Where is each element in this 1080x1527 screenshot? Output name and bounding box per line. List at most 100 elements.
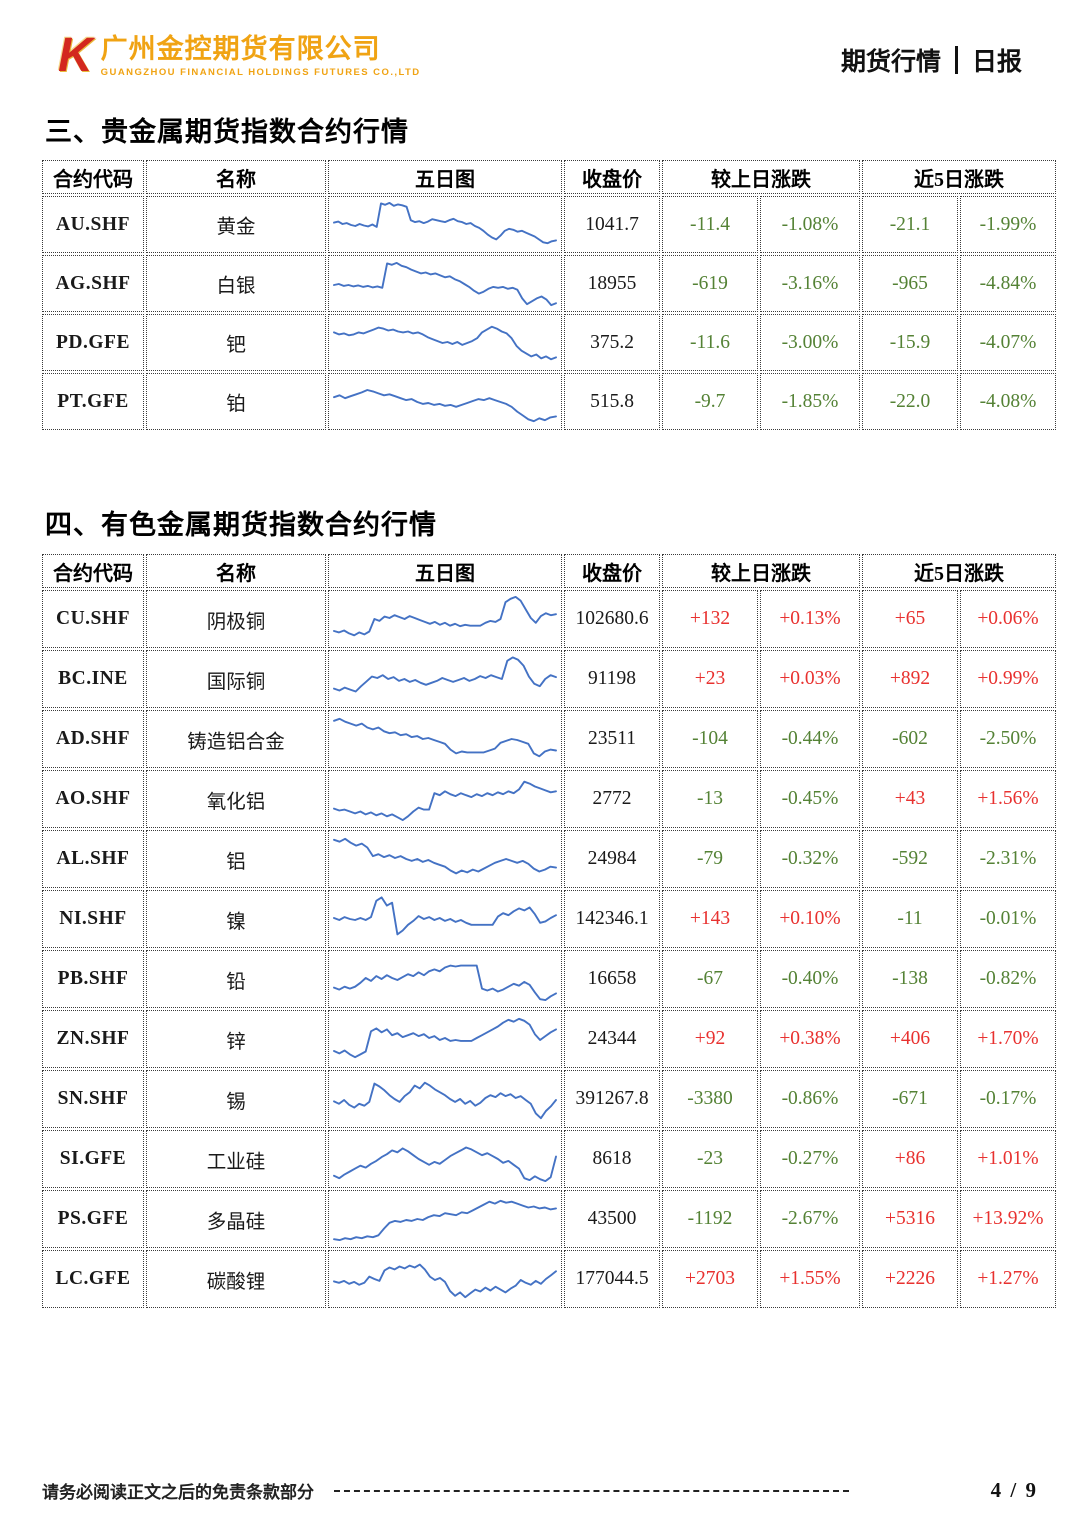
table-row: BC.INE 国际铜 91198 +23 +0.03% +892 +0.99% <box>42 650 1056 708</box>
contract-code-cell: PT.GFE <box>42 373 144 430</box>
column-header: 近5日涨跌 <box>862 554 1056 588</box>
contract-name-cell: 黄金 <box>146 196 326 253</box>
day-change-cell: -79 <box>662 830 758 888</box>
sparkline-cell <box>328 1250 562 1308</box>
five-day-change-pct-cell: -0.01% <box>960 890 1056 948</box>
five-day-change-cell: -602 <box>862 710 958 768</box>
five-day-change-pct-cell: +1.01% <box>960 1130 1056 1188</box>
contract-name-cell: 碳酸锂 <box>146 1250 326 1308</box>
day-change-pct-cell: -3.00% <box>760 314 860 371</box>
day-change-pct-cell: +1.55% <box>760 1250 860 1308</box>
five-day-change-pct-cell: -0.82% <box>960 950 1056 1008</box>
contract-code-cell: PB.SHF <box>42 950 144 1008</box>
contract-name-cell: 阴极铜 <box>146 590 326 648</box>
section-title-precious-metals: 三、贵金属期货指数合约行情 <box>45 117 409 147</box>
contract-name-cell: 镍 <box>146 890 326 948</box>
table-row: NI.SHF 镍 142346.1 +143 +0.10% -11 -0.01% <box>42 890 1056 948</box>
five-day-change-pct-cell: +1.27% <box>960 1250 1056 1308</box>
report-period-label: 日报 <box>971 49 1022 76</box>
sparkline-cell <box>328 196 562 253</box>
close-price-cell: 91198 <box>564 650 660 708</box>
table-row: PS.GFE 多晶硅 43500 -1192 -2.67% +5316 +13.92% <box>42 1190 1056 1248</box>
close-price-cell: 515.8 <box>564 373 660 430</box>
close-price-cell: 142346.1 <box>564 890 660 948</box>
contract-name-cell: 白银 <box>146 255 326 312</box>
five-day-change-cell: +406 <box>862 1010 958 1068</box>
contract-name-cell: 多晶硅 <box>146 1190 326 1248</box>
masthead: K 广州金控期货有限公司 GUANGZHOU FINANCIAL HOLDING… <box>58 29 1022 82</box>
sparkline-chart <box>333 201 557 244</box>
day-change-cell: -1192 <box>662 1190 758 1248</box>
five-day-change-pct-cell: -2.31% <box>960 830 1056 888</box>
day-change-cell: -13 <box>662 770 758 828</box>
day-change-pct-cell: -0.44% <box>760 710 860 768</box>
day-change-cell: -23 <box>662 1130 758 1188</box>
five-day-change-cell: -22.0 <box>862 373 958 430</box>
sparkline-cell <box>328 590 562 648</box>
day-change-cell: +132 <box>662 590 758 648</box>
sparkline-chart <box>333 837 557 875</box>
column-header: 合约代码 <box>42 160 144 194</box>
company-name-en: GUANGZHOU FINANCIAL HOLDINGS FUTURES CO.… <box>100 67 421 78</box>
table-row: AG.SHF 白银 18955 -619 -3.16% -965 -4.84% <box>42 255 1056 312</box>
contract-code-cell: NI.SHF <box>42 890 144 948</box>
page-footer: 请务必阅读正文之后的免责条款部分 4 / 9 <box>42 1478 1038 1503</box>
contract-code-cell: AO.SHF <box>42 770 144 828</box>
contract-name-cell: 铸造铝合金 <box>146 710 326 768</box>
day-change-pct-cell: -1.08% <box>760 196 860 253</box>
precious-metals-table: 合约代码 名称 五日图 收盘价 较上日涨跌 近5日涨跌 AU.SHF 黄金 1041.7 -11.… <box>40 158 1058 432</box>
footer-divider-line <box>334 1489 849 1492</box>
contract-code-cell: AG.SHF <box>42 255 144 312</box>
column-header: 收盘价 <box>564 160 660 194</box>
table-header-row: 合约代码 名称 五日图 收盘价 较上日涨跌 近5日涨跌 <box>42 554 1056 588</box>
contract-code-cell: PD.GFE <box>42 314 144 371</box>
table-row: AL.SHF 铝 24984 -79 -0.32% -592 -2.31% <box>42 830 1056 888</box>
five-day-change-pct-cell: -4.07% <box>960 314 1056 371</box>
sparkline-cell <box>328 710 562 768</box>
day-change-pct-cell: -2.67% <box>760 1190 860 1248</box>
contract-code-cell: SI.GFE <box>42 1130 144 1188</box>
day-change-pct-cell: -0.32% <box>760 830 860 888</box>
five-day-change-pct-cell: +1.56% <box>960 770 1056 828</box>
contract-code-cell: BC.INE <box>42 650 144 708</box>
contract-code-cell: CU.SHF <box>42 590 144 648</box>
header-divider <box>954 46 958 74</box>
contract-name-cell: 氧化铝 <box>146 770 326 828</box>
close-price-cell: 18955 <box>564 255 660 312</box>
day-change-pct-cell: +0.13% <box>760 590 860 648</box>
contract-name-cell: 铅 <box>146 950 326 1008</box>
sparkline-cell <box>328 890 562 948</box>
contract-name-cell: 锌 <box>146 1010 326 1068</box>
contract-name-cell: 工业硅 <box>146 1130 326 1188</box>
day-change-cell: -67 <box>662 950 758 1008</box>
five-day-change-cell: -671 <box>862 1070 958 1128</box>
contract-name-cell: 铝 <box>146 830 326 888</box>
column-header: 名称 <box>146 554 326 588</box>
sparkline-chart <box>333 656 557 693</box>
day-change-pct-cell: +0.38% <box>760 1010 860 1068</box>
sparkline-cell <box>328 1190 562 1248</box>
close-price-cell: 24984 <box>564 830 660 888</box>
close-price-cell: 375.2 <box>564 314 660 371</box>
close-price-cell: 24344 <box>564 1010 660 1068</box>
five-day-change-cell: +5316 <box>862 1190 958 1248</box>
five-day-change-cell: -592 <box>862 830 958 888</box>
five-day-change-pct-cell: -4.08% <box>960 373 1056 430</box>
sparkline-chart <box>333 388 557 422</box>
five-day-change-pct-cell: -1.99% <box>960 196 1056 253</box>
company-logo-icon: K <box>58 29 93 82</box>
table-row: AD.SHF 铸造铝合金 23511 -104 -0.44% -602 -2.50% <box>42 710 1056 768</box>
table-row: LC.GFE 碳酸锂 177044.5 +2703 +1.55% +2226 +1.27% <box>42 1250 1056 1308</box>
sparkline-chart <box>333 1199 557 1242</box>
five-day-change-cell: +86 <box>862 1130 958 1188</box>
five-day-change-cell: -965 <box>862 255 958 312</box>
five-day-change-pct-cell: +1.70% <box>960 1010 1056 1068</box>
five-day-change-pct-cell: +13.92% <box>960 1190 1056 1248</box>
five-day-change-cell: -11 <box>862 890 958 948</box>
sparkline-cell <box>328 373 562 430</box>
table-header-row: 合约代码 名称 五日图 收盘价 较上日涨跌 近5日涨跌 <box>42 160 1056 194</box>
day-change-cell: -104 <box>662 710 758 768</box>
column-header: 收盘价 <box>564 554 660 588</box>
sparkline-chart <box>333 780 557 822</box>
